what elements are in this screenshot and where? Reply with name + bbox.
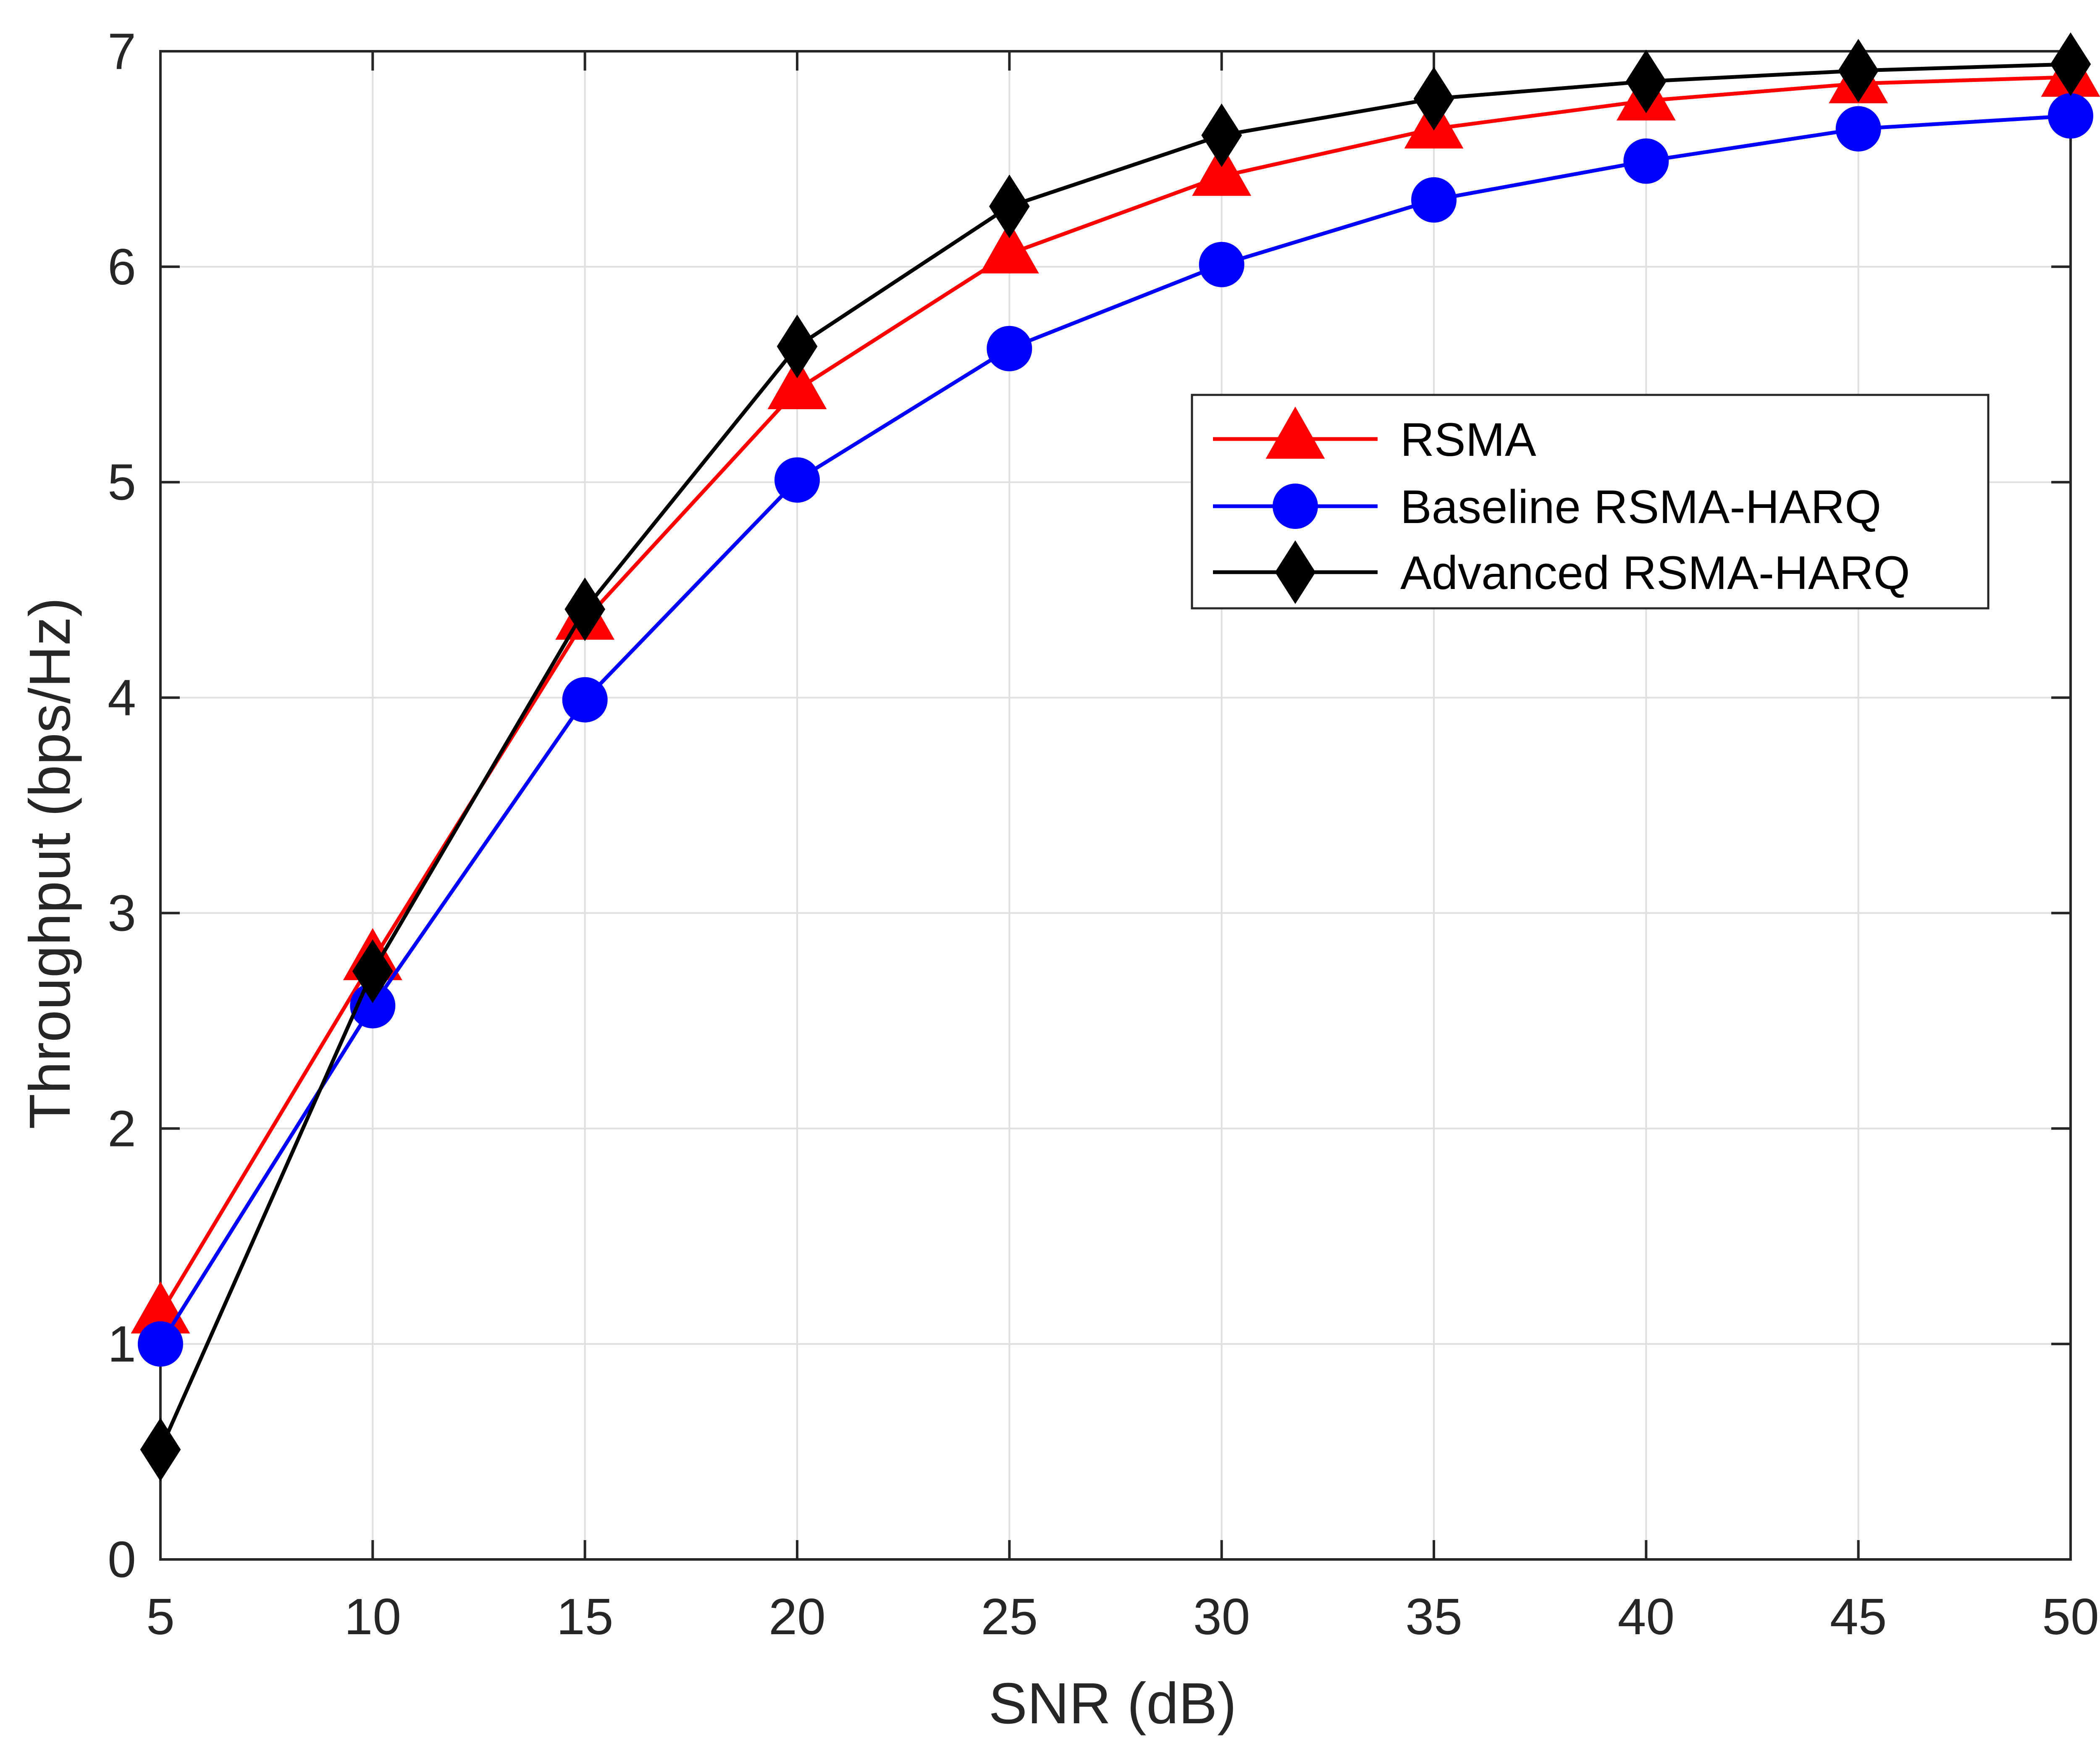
data-point — [1413, 67, 1454, 131]
data-point — [352, 939, 393, 1003]
legend-marker — [1273, 484, 1318, 529]
x-tick-label: 5 — [146, 1588, 175, 1645]
data-point — [1411, 177, 1457, 223]
y-axis-label: Throughput (bps/Hz) — [18, 597, 82, 1129]
data-point — [1201, 103, 1242, 167]
plot-area-border — [159, 50, 2072, 1561]
legend-item: Baseline RSMA-HARQ — [1213, 481, 1881, 533]
x-tick-label: 10 — [344, 1588, 401, 1645]
data-point — [989, 174, 1030, 238]
data-point — [138, 1321, 183, 1367]
legend-item: Advanced RSMA-HARQ — [1213, 540, 1910, 604]
series-line — [158, 62, 2071, 1451]
y-tick-label: 4 — [108, 669, 136, 726]
x-tick-label: 50 — [2042, 1588, 2099, 1645]
data-point — [562, 677, 608, 723]
data-point — [987, 326, 1032, 371]
data-point — [1838, 39, 1879, 103]
y-tick-label: 0 — [108, 1531, 136, 1588]
data-point — [774, 457, 820, 503]
y-tick-label: 6 — [108, 238, 136, 295]
y-tick-label: 5 — [108, 454, 136, 511]
data-point — [1625, 50, 1667, 113]
series-baseline-rsma-harq — [138, 93, 2093, 1367]
y-tick-label: 2 — [108, 1100, 136, 1157]
data-point — [140, 1417, 181, 1482]
axes-frame — [159, 50, 2072, 1561]
legend-label: Advanced RSMA-HARQ — [1400, 547, 1910, 599]
x-tick-label: 20 — [769, 1588, 826, 1645]
x-tick-label: 25 — [981, 1588, 1038, 1645]
data-point — [2048, 93, 2093, 139]
legend-label: RSMA — [1400, 413, 1536, 466]
data-point — [2050, 32, 2091, 96]
series-advanced-rsma-harq — [140, 32, 2091, 1482]
legend-item: RSMA — [1213, 406, 1536, 466]
data-point — [1199, 242, 1244, 287]
data-point — [979, 221, 1039, 273]
x-tick-label: 35 — [1405, 1588, 1462, 1645]
legend-marker — [1265, 406, 1325, 459]
x-tick-label: 30 — [1193, 1588, 1250, 1645]
y-tick-label: 1 — [108, 1315, 136, 1372]
data-point — [564, 577, 606, 642]
data-point — [1623, 138, 1669, 184]
data-point — [777, 314, 818, 379]
data-point — [767, 357, 827, 410]
legend: RSMA Baseline RSMA-HARQ Advanced RSMA-HARQ — [1191, 394, 1990, 610]
x-tick-label: 15 — [556, 1588, 614, 1645]
y-tick-label: 7 — [108, 23, 136, 80]
x-tick-label: 40 — [1617, 1588, 1675, 1645]
y-tick-label: 3 — [108, 884, 136, 941]
x-axis-label: SNR (dB) — [989, 1671, 1236, 1736]
legend-marker — [1275, 540, 1316, 604]
legend-label: Baseline RSMA-HARQ — [1400, 481, 1881, 533]
data-point — [1192, 144, 1252, 196]
x-tick-label: 45 — [1830, 1588, 1887, 1645]
series-line — [159, 114, 2071, 1345]
data-point — [1835, 106, 1881, 152]
series — [131, 32, 2100, 1482]
